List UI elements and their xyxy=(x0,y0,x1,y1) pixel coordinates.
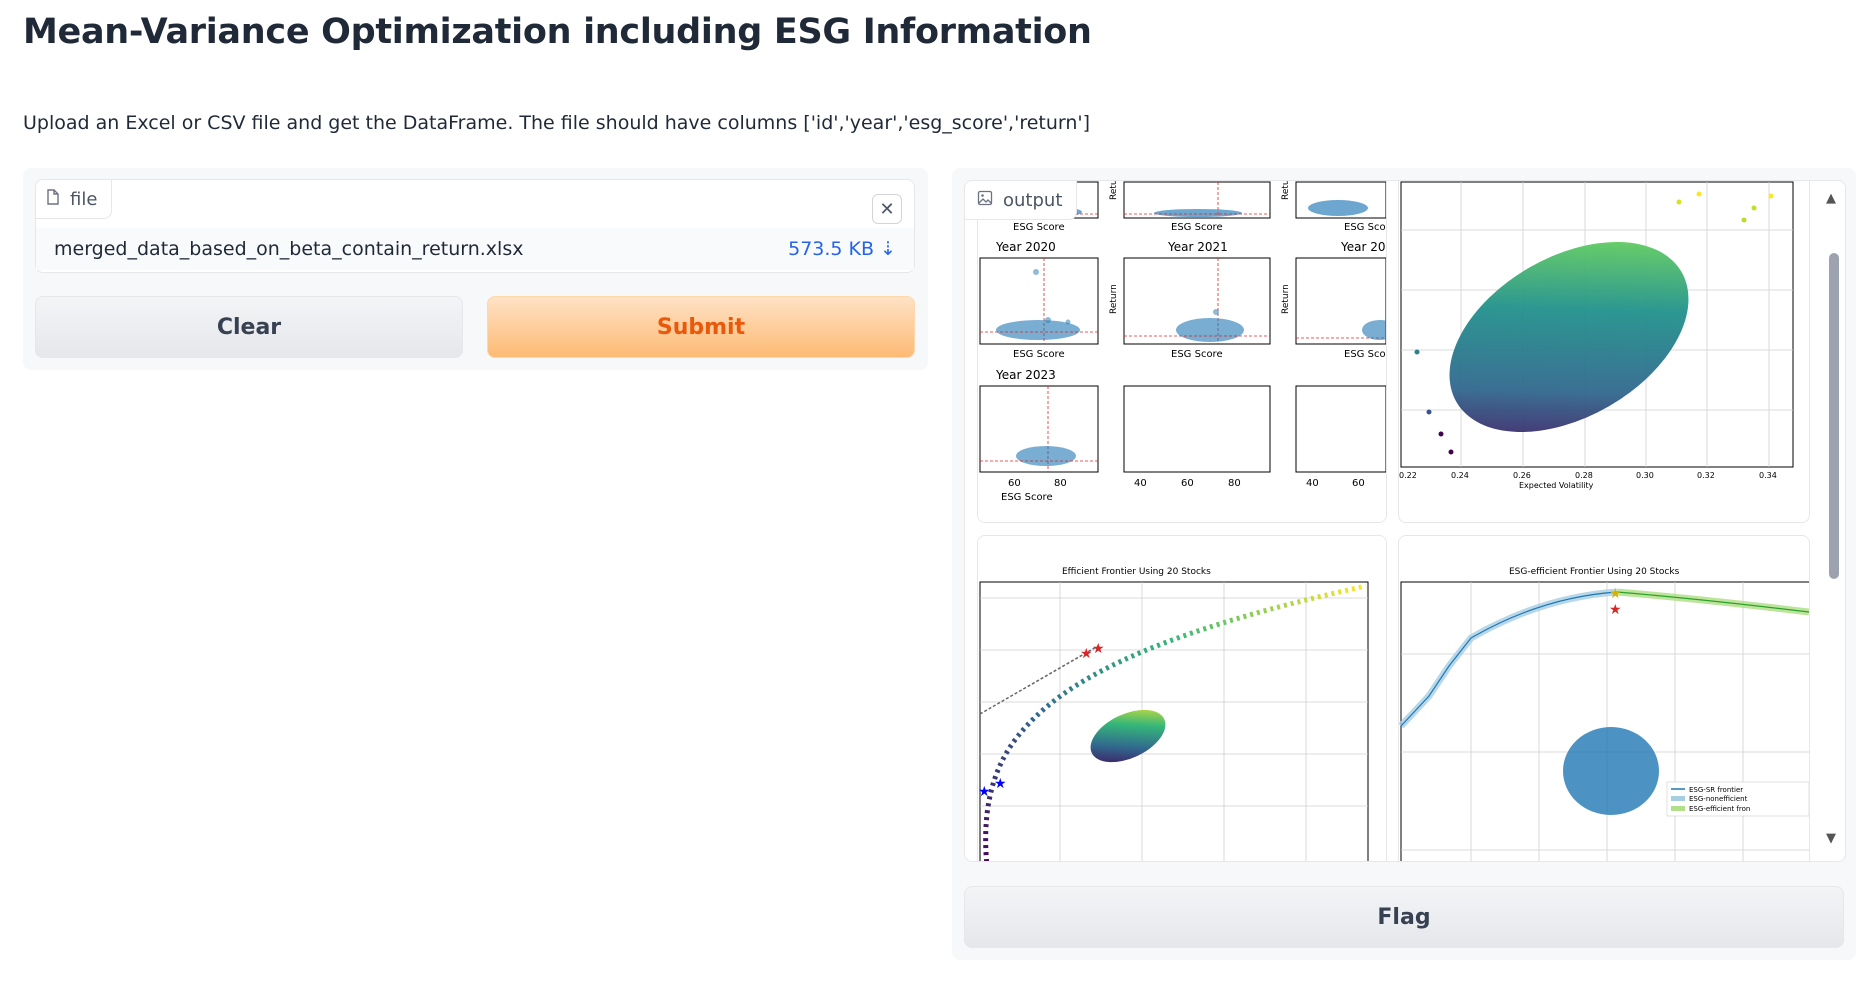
svg-text:★: ★ xyxy=(1092,641,1105,657)
axis-label-esg-2020: ESG Score xyxy=(1013,349,1065,360)
close-icon: ✕ xyxy=(879,198,895,220)
gallery-scrollbar[interactable]: ▲ ▼ xyxy=(1821,181,1845,861)
axis-label-return-2021: Return xyxy=(1109,284,1119,314)
output-panel: output ESG Score Retu ESG Score xyxy=(952,168,1856,960)
clear-button[interactable]: Clear xyxy=(35,296,463,358)
efficient-frontier-image[interactable]: Efficient Frontier Using 20 Stocks xyxy=(977,535,1387,861)
axis-label-return-cut: Return xyxy=(1281,284,1291,314)
output-gallery: output ESG Score Retu ESG Score xyxy=(964,180,1846,862)
chevron-up-icon[interactable]: ▲ xyxy=(1826,191,1836,206)
tick-60-a: 60 xyxy=(1008,478,1021,489)
year-label-2020: Year 2020 xyxy=(995,240,1056,254)
output-label: output xyxy=(1003,189,1063,211)
axis-label-esg-2021: ESG Score xyxy=(1171,349,1223,360)
uploaded-file-row: merged_data_based_on_beta_contain_return… xyxy=(36,228,914,270)
vol-tick-4: 0.30 xyxy=(1636,471,1654,480)
legend-esg-efficient: ESG-efficient fron xyxy=(1689,805,1750,813)
file-name: merged_data_based_on_beta_contain_return… xyxy=(54,238,524,260)
axis-label-esg-top-2: ESG Score xyxy=(1171,222,1223,233)
vol-tick-5: 0.32 xyxy=(1697,471,1715,480)
svg-text:★: ★ xyxy=(994,776,1007,792)
svg-text:★: ★ xyxy=(1080,646,1093,662)
input-panel: file ✕ merged_data_based_on_beta_contain… xyxy=(23,168,928,370)
scrollbar-thumb[interactable] xyxy=(1829,253,1839,579)
axis-label-return-top-cut-2: Retu xyxy=(1281,180,1291,200)
vol-tick-2: 0.26 xyxy=(1513,471,1531,480)
axis-label-esg-top-1: ESG Score xyxy=(1013,222,1065,233)
axis-label-esg-2023: ESG Score xyxy=(1001,492,1053,503)
page-description: Upload an Excel or CSV file and get the … xyxy=(23,112,1091,134)
tick-40-c: 40 xyxy=(1306,478,1319,489)
year-label-cut: Year 20 xyxy=(1340,240,1386,254)
file-upload[interactable]: file ✕ merged_data_based_on_beta_contain… xyxy=(35,179,915,273)
tick-80-a: 80 xyxy=(1054,478,1067,489)
file-size-download-link[interactable]: 573.5 KB ⇣ xyxy=(788,238,896,260)
vol-tick-1: 0.24 xyxy=(1451,471,1469,480)
year-label-2023: Year 2023 xyxy=(995,368,1056,382)
tick-60-c: 60 xyxy=(1352,478,1365,489)
esg-frontier-title: ESG-efficient Frontier Using 20 Stocks xyxy=(1509,567,1680,577)
year-label-2021: Year 2021 xyxy=(1167,240,1228,254)
flag-button[interactable]: Flag xyxy=(964,886,1844,948)
svg-text:★: ★ xyxy=(978,784,991,800)
axis-label-return-top-cut: Retu xyxy=(1109,180,1119,200)
vol-tick-3: 0.28 xyxy=(1575,471,1593,480)
axis-label-esg-cut: ESG Sco xyxy=(1344,349,1386,360)
volatility-scatter-image[interactable]: 0.22 0.24 0.26 0.28 0.30 0.32 0.34 Expec… xyxy=(1398,181,1810,523)
remove-file-button[interactable]: ✕ xyxy=(872,194,902,224)
tick-40-b: 40 xyxy=(1134,478,1147,489)
vol-tick-6: 0.34 xyxy=(1759,471,1777,480)
page-title: Mean-Variance Optimization including ESG… xyxy=(23,12,1092,52)
chevron-down-icon[interactable]: ▼ xyxy=(1826,831,1836,846)
output-label-tab: output xyxy=(965,181,1078,220)
frontier-title: Efficient Frontier Using 20 Stocks xyxy=(1062,567,1211,577)
file-icon xyxy=(46,188,60,210)
legend-esg-sr-frontier: ESG-SR frontier xyxy=(1689,786,1743,794)
svg-text:★: ★ xyxy=(1609,586,1622,602)
svg-text:★: ★ xyxy=(1609,602,1622,618)
esg-efficient-frontier-image[interactable]: ESG-efficient Frontier Using 20 Stocks ★ xyxy=(1398,535,1810,861)
file-label-tab: file xyxy=(36,180,113,219)
vol-tick-0: 0.22 xyxy=(1399,471,1417,480)
tick-60-b: 60 xyxy=(1181,478,1194,489)
axis-label-esg-top-3: ESG Sco xyxy=(1344,222,1386,233)
submit-button[interactable]: Submit xyxy=(487,296,915,358)
image-icon xyxy=(977,190,993,211)
vol-xlabel: Expected Volatility xyxy=(1519,481,1594,490)
legend-esg-nonefficient: ESG-nonefficient xyxy=(1689,795,1748,803)
file-label: file xyxy=(70,188,98,210)
year-scatter-grid-image[interactable]: ESG Score Retu ESG Score Retu ESG Sco Ye… xyxy=(977,180,1387,523)
gallery-grid: ESG Score Retu ESG Score Retu ESG Sco Ye… xyxy=(977,180,1810,861)
tick-80-b: 80 xyxy=(1228,478,1241,489)
